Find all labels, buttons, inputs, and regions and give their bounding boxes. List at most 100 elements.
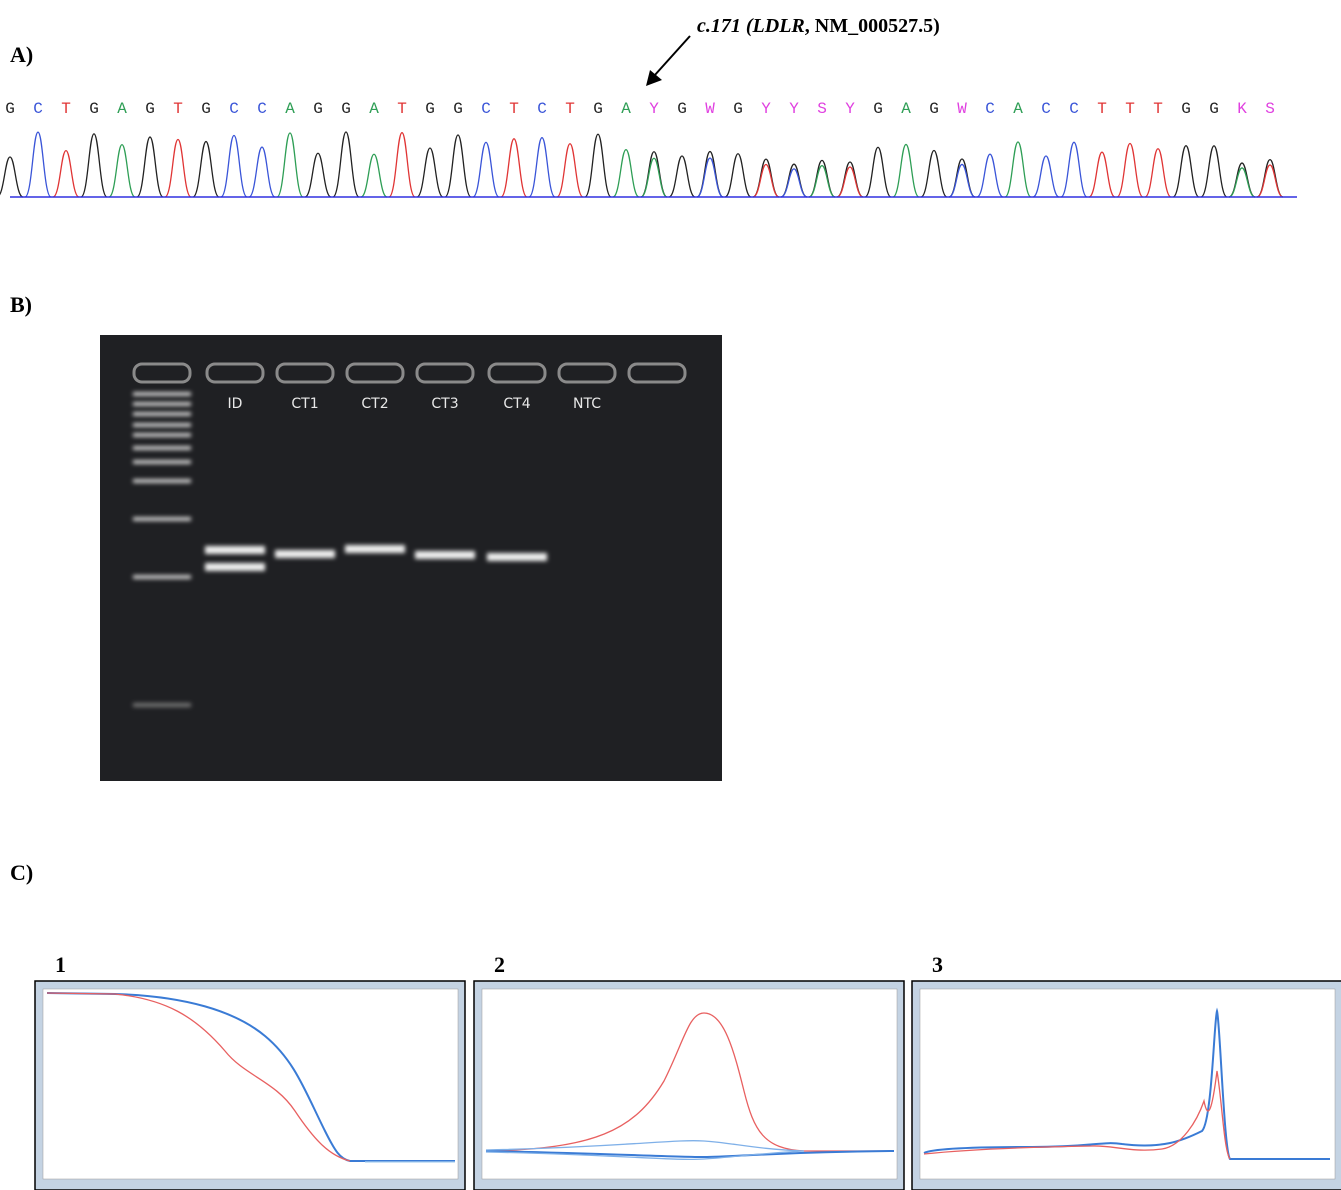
plot-area xyxy=(920,989,1335,1179)
peak xyxy=(1257,165,1283,197)
arrow-head xyxy=(646,70,662,86)
plot xyxy=(912,981,1341,1190)
base: G xyxy=(453,100,463,118)
peak xyxy=(837,167,863,197)
lane-label: CT1 xyxy=(291,396,318,412)
base: T xyxy=(1153,100,1163,118)
panel-label: B) xyxy=(10,292,32,317)
peak xyxy=(809,166,835,197)
lane-label: CT2 xyxy=(361,396,388,412)
peak xyxy=(137,137,163,197)
base: G xyxy=(1209,100,1219,118)
sample-band xyxy=(487,553,547,561)
lane-label: CT3 xyxy=(431,396,458,412)
base: T xyxy=(1125,100,1135,118)
panel-label: C) xyxy=(10,860,33,885)
ladder-band xyxy=(133,402,191,406)
ladder-band xyxy=(133,703,191,707)
arrow xyxy=(654,36,690,76)
peak xyxy=(333,132,359,197)
ladder-band xyxy=(133,575,191,579)
plot-number: 1 xyxy=(55,952,66,977)
base: C xyxy=(229,100,239,118)
base: C xyxy=(257,100,267,118)
peak xyxy=(1145,149,1171,197)
base: Y xyxy=(761,100,771,118)
panel-label: A) xyxy=(10,42,33,67)
base: G xyxy=(1181,100,1191,118)
base: T xyxy=(1097,100,1107,118)
annotation-italic: c.171 (LDLR xyxy=(697,15,805,37)
base: A xyxy=(285,100,295,118)
peak xyxy=(389,133,415,197)
plot-number: 2 xyxy=(494,952,505,977)
peak xyxy=(165,140,191,197)
peak xyxy=(1089,152,1115,197)
peak xyxy=(361,154,387,197)
peak xyxy=(473,142,499,197)
peak xyxy=(277,133,303,197)
peak xyxy=(669,156,695,197)
base: G xyxy=(425,100,435,118)
base: S xyxy=(1265,100,1275,118)
base: G xyxy=(593,100,603,118)
base: K xyxy=(1237,100,1247,118)
plot xyxy=(35,981,465,1190)
peak xyxy=(445,135,471,197)
peak xyxy=(781,169,807,197)
figure: A) c.171 (LDLR, NM_000527.5) GCTGAGTGCCA… xyxy=(0,0,1341,1190)
annotation: c.171 (LDLR, NM_000527.5) xyxy=(697,15,940,37)
annotation-plain: , NM_000527.5) xyxy=(805,15,940,37)
base: G xyxy=(677,100,687,118)
base: A xyxy=(117,100,127,118)
peak xyxy=(529,138,555,197)
plot xyxy=(474,981,904,1190)
plot-area xyxy=(43,989,458,1179)
ladder-band xyxy=(133,423,191,427)
base: S xyxy=(817,100,827,118)
sample-band xyxy=(275,550,335,558)
peak xyxy=(109,145,135,197)
peak xyxy=(865,147,891,197)
lane-label: ID xyxy=(228,396,243,412)
peak xyxy=(0,157,23,197)
peak xyxy=(977,154,1003,197)
ladder-band xyxy=(133,517,191,521)
base: T xyxy=(173,100,183,118)
peak xyxy=(725,154,751,197)
peak xyxy=(613,150,639,197)
chromatogram xyxy=(0,132,1283,197)
ladder-band xyxy=(133,460,191,464)
peak xyxy=(1201,146,1227,197)
base: G xyxy=(929,100,939,118)
peak xyxy=(193,142,219,197)
peak xyxy=(585,134,611,197)
lane-label: CT4 xyxy=(503,396,530,412)
base: G xyxy=(145,100,155,118)
peak xyxy=(921,150,947,197)
base: Y xyxy=(649,100,659,118)
base: C xyxy=(985,100,995,118)
base: G xyxy=(341,100,351,118)
peak xyxy=(697,158,723,197)
sample-band xyxy=(345,545,405,553)
peak xyxy=(221,136,247,197)
peak xyxy=(501,139,527,197)
peak xyxy=(641,158,667,197)
base: G xyxy=(89,100,99,118)
ladder-band xyxy=(133,446,191,450)
peak xyxy=(1229,168,1255,197)
peak xyxy=(949,164,975,197)
base: T xyxy=(565,100,575,118)
base: C xyxy=(537,100,547,118)
lane-label: NTC xyxy=(573,396,601,412)
peak xyxy=(1061,142,1087,197)
base: Y xyxy=(845,100,855,118)
base: T xyxy=(509,100,519,118)
sample-band xyxy=(205,563,265,571)
base: A xyxy=(369,100,379,118)
base: C xyxy=(33,100,43,118)
gel xyxy=(100,335,722,781)
